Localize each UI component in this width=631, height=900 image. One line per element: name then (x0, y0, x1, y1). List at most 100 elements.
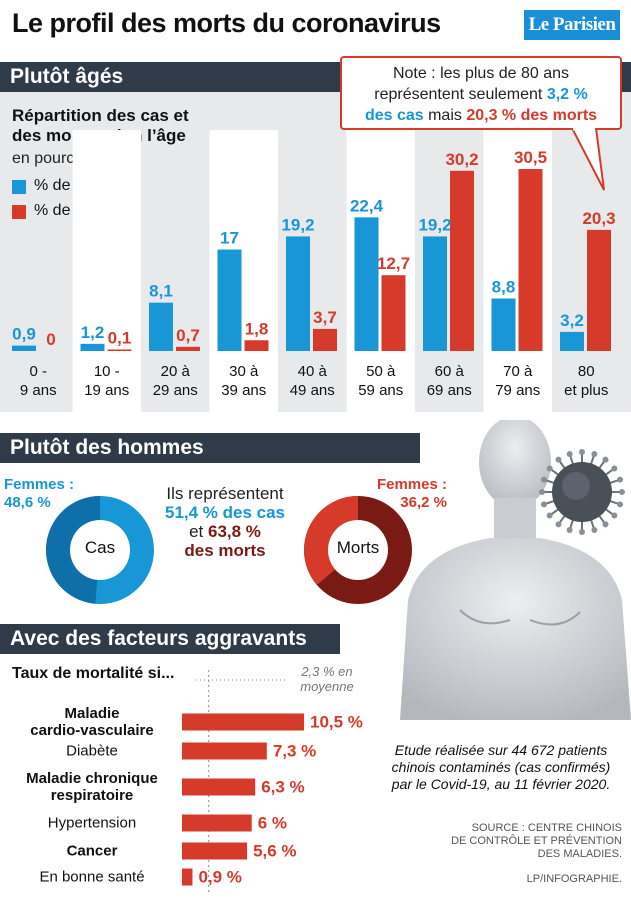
note-line3: des cas mais 20,3 % des morts (342, 105, 620, 126)
cases-bar (560, 331, 584, 351)
women-deaths-value: 36,2 % (400, 494, 447, 511)
deaths-bar (176, 346, 200, 351)
note-line2: représentent seulement 3,2 % (342, 84, 620, 105)
cases-value-label: 19,2 (418, 215, 451, 234)
cases-pie-label: Cas (84, 538, 116, 557)
average-rate-caption: moyenne (300, 679, 354, 694)
cases-bar (354, 217, 379, 351)
age-section-title: Plutôt âgés (10, 65, 124, 88)
factor-bar (182, 713, 304, 731)
deaths-value-label: 1,8 (245, 319, 269, 338)
source-note: SOURCE : CENTRE CHINOIS DE CONTRÔLE ET P… (400, 822, 622, 861)
source-line3: DES MALADIES. (537, 848, 622, 860)
average-rate-value: 2,3 % en (301, 664, 353, 679)
cases-bar (12, 345, 36, 351)
virus-spike-tip (591, 527, 598, 534)
factor-category-label: Cancer (67, 843, 118, 860)
age-bar-chart: 0,9 0 0 - 9 ans 1,2 0,1 10 - 19 ans 8,1 0,7 20 à 29… (12, 130, 616, 412)
gender-section-title: Plutôt des hommes (10, 436, 204, 459)
study-line2: chinois contaminés (cas confirmés) (391, 759, 611, 775)
deaths-pie-chart (304, 496, 412, 604)
age-category-label: 30 à (229, 363, 259, 380)
study-line3: par le Covid-19, au 11 février 2020. (391, 776, 611, 792)
deaths-bar (107, 349, 132, 351)
study-line1: Etude réalisée sur 44 672 patients (394, 742, 608, 758)
age-category-label: 19 ans (84, 382, 129, 399)
cases-value-label: 17 (220, 229, 239, 248)
virus-spike-tip (579, 529, 585, 535)
deaths-bar (518, 169, 543, 351)
factor-bar (182, 868, 193, 886)
study-note: Etude réalisée sur 44 672 patients chino… (376, 742, 626, 793)
age-category-label: 40 à (298, 363, 328, 380)
virus-spike-tip (591, 450, 598, 457)
virus-spike-tip (617, 501, 624, 508)
page-title: Le profil des morts du coronavirus (12, 8, 441, 38)
credit-label: LP/INFOGRAPHIE. (526, 873, 622, 885)
age-category-label: 20 à (161, 363, 191, 380)
center-cases-value: 51,4 % des cas (164, 503, 286, 522)
cases-pie-chart (45, 496, 154, 604)
legend-deaths-swatch (12, 205, 26, 219)
virus-spike-tip (602, 521, 609, 528)
factors-section-header: Avec des facteurs aggravants (0, 624, 340, 654)
deaths-bar (313, 328, 337, 351)
virus-spike-tip (611, 512, 618, 519)
factors-subtitle: Taux de mortalité si... (12, 665, 175, 682)
factors-section-title: Avec des facteurs aggravants (10, 627, 307, 650)
legend-cases-swatch (12, 180, 26, 194)
virus-spike-tip (539, 489, 545, 495)
cases-bar (491, 298, 516, 351)
deaths-bar (244, 340, 269, 351)
factor-value-label: 0,9 % (198, 868, 241, 887)
virus-spike-tip (619, 489, 625, 495)
factor-value-label: 10,5 % (310, 713, 363, 732)
cases-value-label: 8,1 (149, 282, 173, 301)
deaths-value-label: 30,2 (445, 150, 478, 169)
age-category-label: 80 (578, 363, 595, 380)
center-line1: Ils représentent (166, 484, 284, 503)
women-deaths-label: Femmes : 36,2 % (372, 476, 447, 512)
note-line1: Note : les plus de 80 ans (392, 65, 570, 82)
deaths-value-label: 0,1 (108, 329, 132, 348)
virus-spike-tip (617, 476, 624, 483)
cases-value-label: 1,2 (81, 323, 105, 342)
cases-donut-hole (70, 520, 130, 580)
age-category-label: 60 à (435, 363, 465, 380)
factor-bar (182, 742, 267, 760)
virus-spike-tip (540, 501, 547, 508)
cases-bar (149, 302, 173, 351)
cases-value-label: 8,8 (492, 277, 516, 296)
note-deaths-value: 20,3 % des morts (466, 107, 598, 124)
factor-value-label: 6 % (258, 814, 287, 833)
cases-value-label: 3,2 (560, 311, 584, 330)
center-line3: et 63,8 % (150, 522, 300, 541)
deaths-bar (450, 170, 474, 351)
virus-spike-tip (546, 512, 553, 519)
factor-category-label: cardio-vasculaire (30, 722, 153, 739)
center-deaths-value: 63,8 % (207, 522, 261, 541)
age-category-label: 49 ans (290, 382, 335, 399)
gender-section-header: Plutôt des hommes (0, 433, 420, 463)
virus-spike-tip (555, 521, 562, 528)
age-category-label: 70 à (503, 363, 533, 380)
virus-spike-tip (579, 449, 585, 455)
age-category-label: et plus (564, 382, 608, 399)
deaths-pie-label: Morts (336, 538, 380, 557)
women-deaths-caption: Femmes : (376, 476, 447, 493)
note-line3-mid: mais (423, 107, 467, 124)
age-category-label: 50 à (366, 363, 396, 380)
note-callout: Note : les plus de 80 ans représentent s… (340, 56, 622, 130)
factor-value-label: 5,6 % (253, 842, 296, 861)
note-cases-value: 3,2 % (546, 86, 588, 103)
age-category-label: 9 ans (20, 382, 57, 399)
factor-category-label: Hypertension (48, 815, 136, 832)
center-deaths-text: des morts (184, 541, 266, 560)
factor-category-label: respiratoire (51, 787, 134, 804)
women-cases-label: Femmes : 48,6 % (4, 476, 74, 512)
women-cases-caption: Femmes : (4, 476, 75, 493)
factor-category-label: Diabète (66, 743, 118, 760)
deaths-value-label: 0 (46, 330, 55, 349)
factor-value-label: 7,3 % (273, 742, 316, 761)
virus-spike-tip (546, 465, 553, 472)
